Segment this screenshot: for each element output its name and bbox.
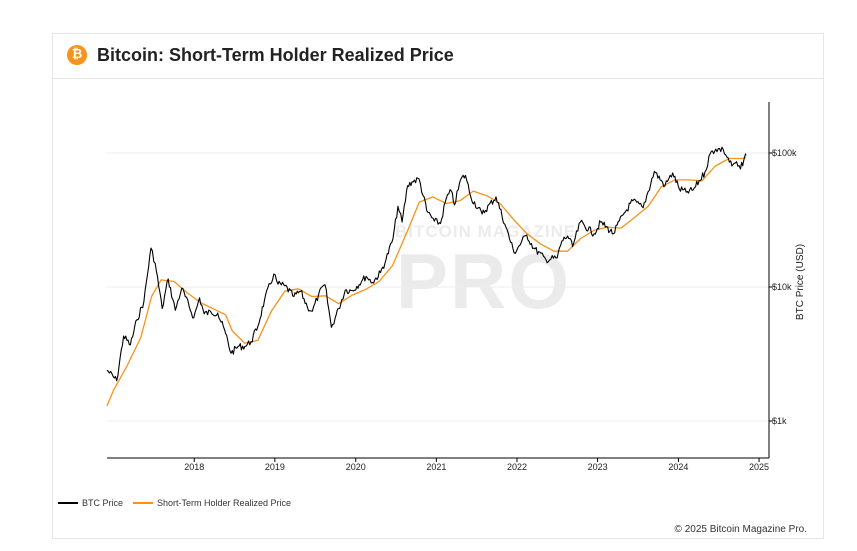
x-tick-label: 2025 (749, 462, 769, 472)
chart-legend: BTC Price Short-Term Holder Realized Pri… (58, 498, 301, 508)
y-tick-label: $100k (772, 148, 797, 158)
x-tick-label: 2020 (346, 462, 366, 472)
grid-lines (107, 152, 769, 422)
y-ticks: $1k $10k $100k (769, 148, 797, 426)
legend-swatch-btc (58, 502, 78, 504)
x-tick-label: 2023 (588, 462, 608, 472)
chart-title: Bitcoin: Short-Term Holder Realized Pric… (97, 45, 454, 65)
x-tick-label: 2021 (426, 462, 446, 472)
y-tick-label: $1k (772, 416, 787, 426)
btc-price-line (106, 146, 747, 382)
y-tick-label: $10k (772, 282, 792, 292)
chart-header: ₿ Bitcoin: Short-Term Holder Realized Pr… (53, 34, 823, 79)
stha-series (106, 156, 747, 406)
legend-swatch-stha (133, 502, 154, 504)
y-axis-label: BTC Price (USD) (795, 244, 806, 320)
chart-card: ₿ Bitcoin: Short-Term Holder Realized Pr… (52, 33, 824, 539)
x-ticks: 2018 2019 2020 2021 2022 2023 2024 2025 (184, 458, 769, 472)
legend-label-btc: BTC Price (82, 498, 124, 508)
x-tick-label: 2019 (265, 462, 285, 472)
legend-item-btc-price[interactable]: BTC Price (58, 498, 123, 508)
copyright-text: © 2025 Bitcoin Magazine Pro. (674, 524, 807, 535)
bitcoin-logo-icon: ₿ (67, 45, 87, 65)
x-tick-label: 2018 (184, 462, 204, 472)
axes (107, 102, 770, 459)
legend-label-stha: Short-Term Holder Realized Price (157, 498, 292, 508)
btc-series (106, 146, 747, 382)
x-tick-label: 2024 (668, 462, 688, 472)
legend-item-stha[interactable]: Short-Term Holder Realized Price (133, 498, 291, 508)
x-tick-label: 2022 (507, 462, 527, 472)
stha-price-line (106, 156, 747, 406)
watermark-logo: PRO (396, 237, 572, 325)
